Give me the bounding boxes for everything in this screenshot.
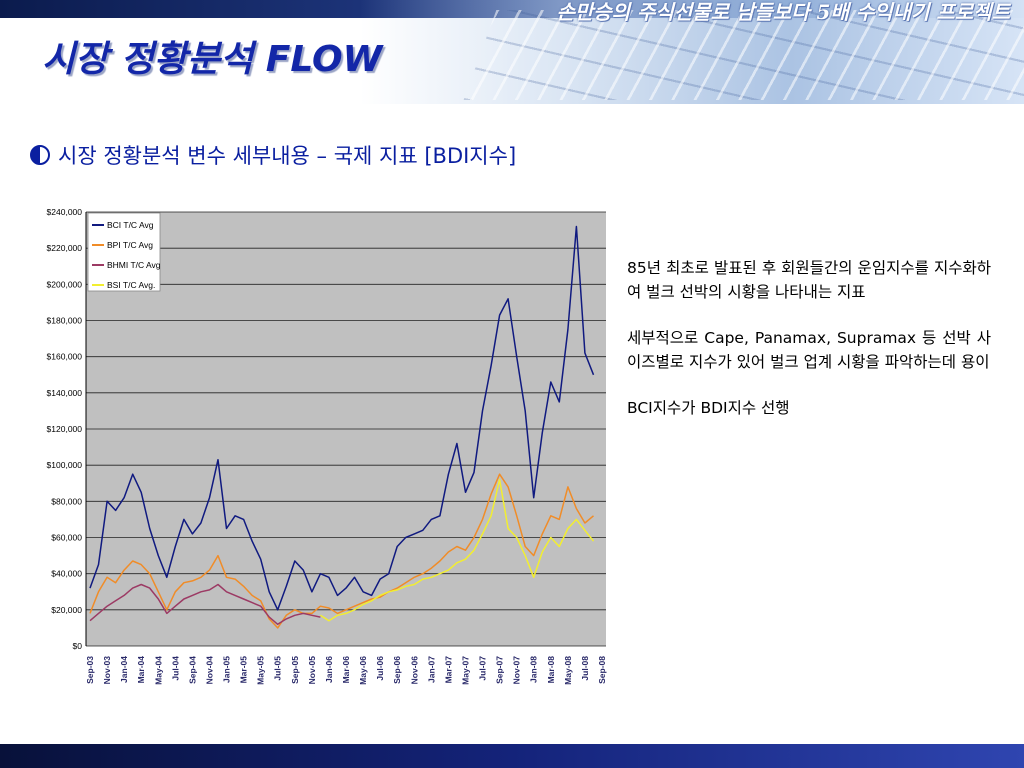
x-tick-label: Jul-07 <box>478 656 488 681</box>
y-tick-label: $220,000 <box>47 243 83 253</box>
y-tick-label: $20,000 <box>51 605 82 615</box>
x-tick-label: May-07 <box>460 656 470 685</box>
x-tick-label: Sep-03 <box>85 656 95 684</box>
x-tick-label: Jul-08 <box>580 656 590 681</box>
x-tick-label: Nov-06 <box>409 656 419 685</box>
y-tick-label: $180,000 <box>47 316 83 326</box>
legend-label: BCI T/C Avg <box>107 220 154 230</box>
y-tick-label: $240,000 <box>47 207 83 217</box>
x-tick-label: Mar-07 <box>443 656 453 684</box>
x-tick-label: Nov-07 <box>512 656 522 685</box>
y-tick-label: $80,000 <box>51 496 82 506</box>
x-tick-label: May-05 <box>256 656 266 685</box>
series-line <box>89 225 595 611</box>
x-tick-label: Jul-05 <box>273 656 283 681</box>
page-title: 시장 정황분석 FLOW <box>42 39 383 80</box>
footer-band <box>0 744 1024 768</box>
x-tick-label: Sep-07 <box>495 656 505 684</box>
x-tick-label: Jan-06 <box>324 656 334 683</box>
x-tick-label: Jan-05 <box>222 656 232 683</box>
y-tick-label: $40,000 <box>51 569 82 579</box>
x-tick-label: Sep-04 <box>187 656 197 684</box>
x-tick-label: Nov-05 <box>307 656 317 685</box>
description-panel: 85년 최초로 발표된 후 회원들간의 운임지수를 지수화하여 벌크 선박의 시… <box>627 256 991 442</box>
section-subtitle-text: 시장 정황분석 변수 세부내용 – 국제 지표 [BDI지수] <box>58 144 517 168</box>
y-tick-label: $160,000 <box>47 352 83 362</box>
legend-label: BHMI T/C Avg <box>107 260 161 270</box>
x-tick-label: May-08 <box>563 656 573 685</box>
x-tick-label: Mar-05 <box>239 656 249 684</box>
series-line <box>89 473 594 629</box>
series-line <box>89 583 321 626</box>
legend-label: BSI T/C Avg. <box>107 280 155 290</box>
y-tick-label: $200,000 <box>47 279 83 289</box>
y-tick-label: $140,000 <box>47 388 83 398</box>
x-tick-label: May-06 <box>358 656 368 685</box>
half-circle-bullet-icon <box>30 145 50 165</box>
x-tick-label: Mar-08 <box>546 656 556 684</box>
x-tick-label: Jan-04 <box>119 656 129 683</box>
x-tick-label: Sep-06 <box>392 656 402 684</box>
x-tick-label: Jul-04 <box>170 656 180 681</box>
description-paragraph-3: BCI지수가 BDI지수 선행 <box>627 399 790 417</box>
description-paragraph-1: 85년 최초로 발표된 후 회원들간의 운임지수를 지수화하여 벌크 선박의 시… <box>627 259 991 301</box>
y-tick-label: $60,000 <box>51 533 82 543</box>
x-tick-label: Sep-05 <box>290 656 300 684</box>
x-tick-label: Sep-08 <box>597 656 607 684</box>
project-title: 손만승의 주식선물로 남들보다 5배 수익내기 프로젝트 <box>556 0 1010 24</box>
bdi-chart: $0 $20,000 $40,000 $60,000 $80,000 $100,000 $1… <box>40 196 620 706</box>
y-tick-label: $0 <box>73 641 83 651</box>
y-tick-label: $100,000 <box>47 460 83 470</box>
legend-label: BPI T/C Avg <box>107 240 153 250</box>
y-tick-label: $120,000 <box>47 424 83 434</box>
x-tick-label: Jul-06 <box>375 656 385 681</box>
x-tick-label: May-04 <box>153 656 163 685</box>
x-tick-label: Nov-03 <box>102 656 112 685</box>
x-tick-label: Mar-06 <box>341 656 351 684</box>
header-decoration <box>360 0 1024 104</box>
section-subtitle: 시장 정황분석 변수 세부내용 – 국제 지표 [BDI지수] <box>30 140 516 170</box>
x-tick-label: Nov-04 <box>204 656 214 685</box>
x-tick-label: Jan-07 <box>426 656 436 683</box>
series-line <box>319 478 595 622</box>
x-tick-label: Jan-08 <box>529 656 539 683</box>
description-paragraph-2: 세부적으로 Cape, Panamax, Supramax 등 선박 사이즈별로… <box>627 329 991 371</box>
x-tick-label: Mar-04 <box>136 656 146 684</box>
bdi-chart-svg: $0 $20,000 $40,000 $60,000 $80,000 $100,000 $1… <box>47 207 607 685</box>
